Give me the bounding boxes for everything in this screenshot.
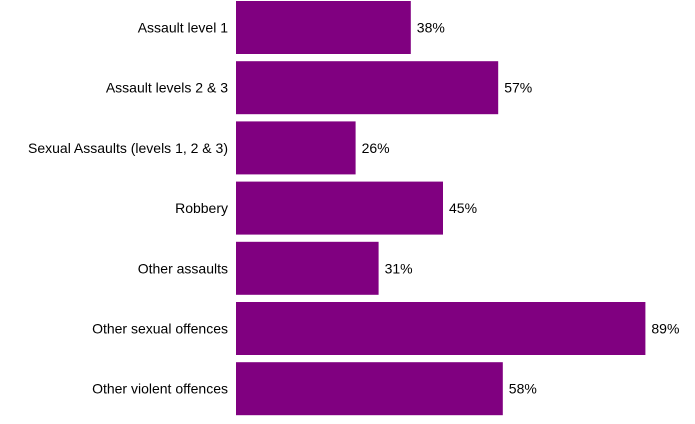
bar-3 xyxy=(236,181,443,235)
value-label: 58% xyxy=(509,381,537,397)
value-label: 45% xyxy=(449,200,477,216)
category-labels-group: Assault level 1 Assault levels 2 & 3 Sexua… xyxy=(28,20,228,397)
bar-6 xyxy=(236,362,503,416)
value-label: 89% xyxy=(651,321,679,337)
category-label: Assault level 1 xyxy=(138,20,228,36)
category-label: Assault levels 2 & 3 xyxy=(106,80,228,96)
value-label: 57% xyxy=(504,80,532,96)
value-label: 38% xyxy=(417,20,445,36)
bar-2 xyxy=(236,121,356,175)
bar-4 xyxy=(236,241,379,295)
category-label: Sexual Assaults (levels 1, 2 & 3) xyxy=(28,140,228,156)
category-label: Robbery xyxy=(175,200,228,216)
bar-0 xyxy=(236,1,411,54)
value-label: 31% xyxy=(385,260,413,276)
value-labels-group: 38% 57% 26% 45% 31% 89% 58% xyxy=(362,20,680,397)
bar-5 xyxy=(236,302,646,355)
bar-1 xyxy=(236,61,499,115)
category-label: Other sexual offences xyxy=(92,321,228,337)
value-label: 26% xyxy=(362,140,390,156)
bars-group xyxy=(236,1,646,416)
category-label: Other assaults xyxy=(138,260,228,276)
category-label: Other violent offences xyxy=(92,381,228,397)
